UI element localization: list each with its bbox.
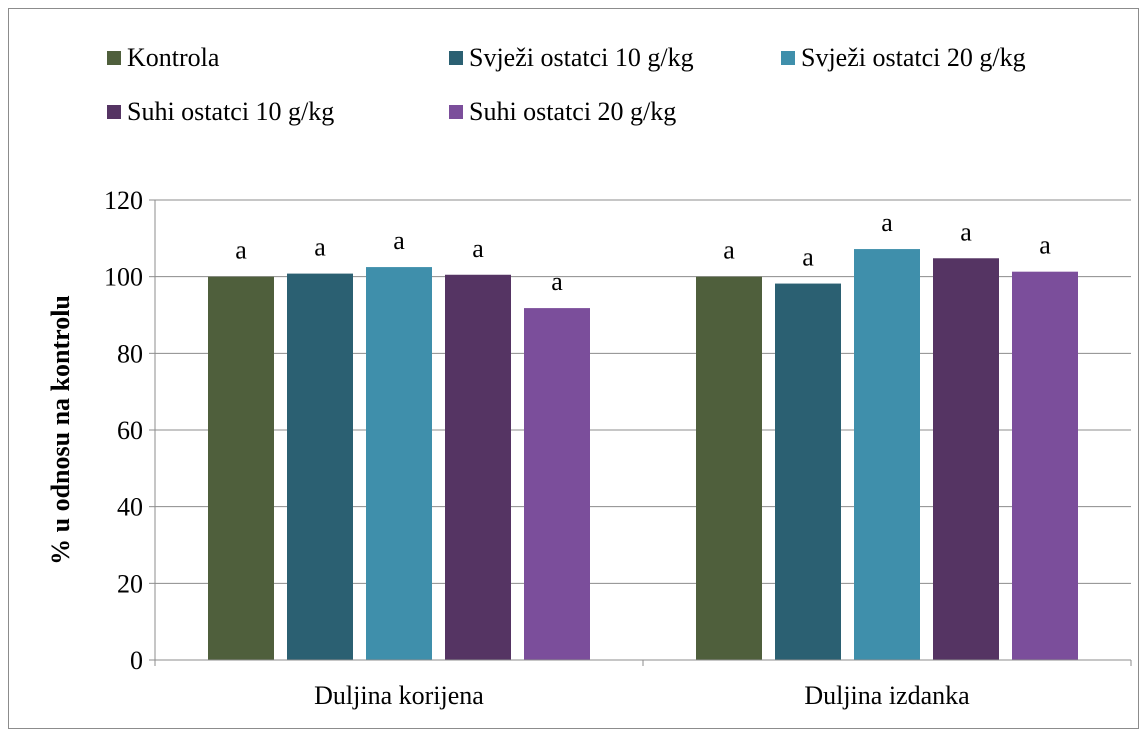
bar xyxy=(1012,271,1078,660)
legend-swatch xyxy=(449,51,463,65)
bar-labels: a a a a a a a a a a xyxy=(235,208,1051,296)
legend-swatch xyxy=(107,51,121,65)
y-tick-label: 120 xyxy=(104,186,143,215)
legend-label: Kontrola xyxy=(127,43,220,72)
legend-item-svjezi-10: Svježi ostatci 10 g/kg xyxy=(449,43,694,73)
legend: Kontrola Svježi ostatci 10 g/kg Svježi o… xyxy=(9,9,1138,149)
y-tick-label: 0 xyxy=(130,646,143,675)
y-axis-title: % u odnosu na kontrolu xyxy=(46,295,75,565)
bar-data-label: a xyxy=(393,226,405,255)
y-tick-label: 60 xyxy=(117,416,143,445)
y-tick-label: 100 xyxy=(104,263,143,292)
bar-data-label: a xyxy=(960,217,972,246)
chart-frame: Kontrola Svježi ostatci 10 g/kg Svježi o… xyxy=(8,8,1139,729)
y-tick-label: 40 xyxy=(117,493,143,522)
x-category-label: Duljina izdanka xyxy=(804,681,970,710)
bar-data-label: a xyxy=(235,236,247,265)
bar-data-label: a xyxy=(314,233,326,262)
bar xyxy=(933,258,999,660)
legend-item-suhi-20: Suhi ostatci 20 g/kg xyxy=(449,97,676,127)
legend-label: Svježi ostatci 10 g/kg xyxy=(469,43,694,72)
bar-chart: a a a a a a a a a a 0 20 40 60 80 100 120 Duljina korije… xyxy=(46,186,1132,710)
legend-item-kontrola: Kontrola xyxy=(107,43,219,73)
bar-data-label: a xyxy=(723,236,735,265)
bar xyxy=(696,276,762,660)
bar xyxy=(287,273,353,660)
legend-item-svjezi-20: Svježi ostatci 20 g/kg xyxy=(781,43,1026,73)
bar xyxy=(366,267,432,660)
bar-data-label: a xyxy=(551,267,563,296)
bar xyxy=(854,249,920,661)
bar-data-label: a xyxy=(472,234,484,263)
bar xyxy=(524,308,590,660)
legend-swatch xyxy=(781,51,795,65)
bar xyxy=(208,276,274,660)
bar xyxy=(775,283,841,660)
legend-label: Suhi ostatci 10 g/kg xyxy=(127,97,335,126)
legend-label: Suhi ostatci 20 g/kg xyxy=(469,97,677,126)
y-tick-label: 20 xyxy=(117,569,143,598)
legend-label: Svježi ostatci 20 g/kg xyxy=(801,43,1026,72)
axes: 0 20 40 60 80 100 120 Duljina korijena Duljina i… xyxy=(46,186,1132,710)
legend-swatch xyxy=(449,105,463,119)
x-category-label: Duljina korijena xyxy=(314,681,484,710)
legend-swatch xyxy=(107,105,121,119)
legend-item-suhi-10: Suhi ostatci 10 g/kg xyxy=(107,97,334,127)
bar-data-label: a xyxy=(1039,231,1051,260)
bars xyxy=(208,249,1078,661)
y-tick-label: 80 xyxy=(117,339,143,368)
bar xyxy=(445,274,511,660)
bar-data-label: a xyxy=(802,243,814,272)
bar-data-label: a xyxy=(881,208,893,237)
